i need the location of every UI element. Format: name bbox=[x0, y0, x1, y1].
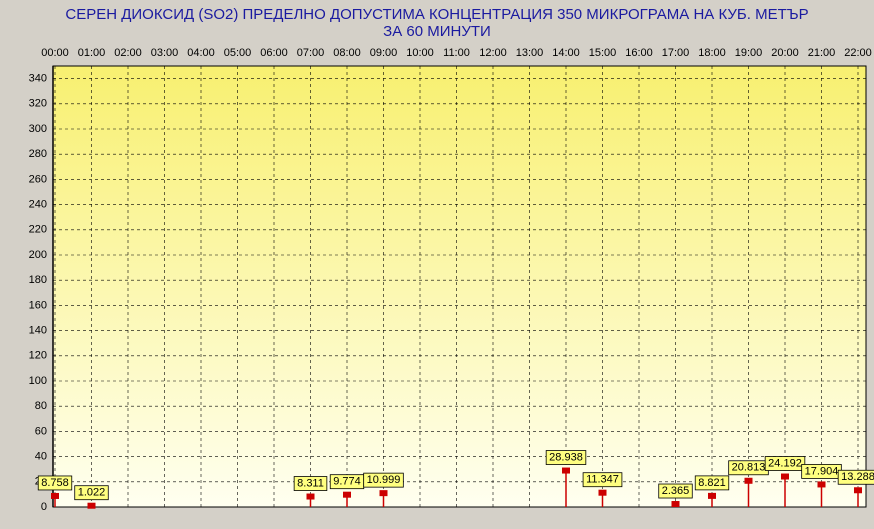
value-label-box bbox=[764, 456, 806, 471]
value-label: 24.192 bbox=[768, 457, 802, 469]
value-label: 8.311 bbox=[297, 477, 324, 489]
x-tick-label: 19:00 bbox=[735, 47, 763, 59]
chart-title: СЕРЕН ДИОКСИД (SO2) ПРЕДЕЛНО ДОПУСТИМА К… bbox=[65, 6, 808, 23]
x-tick-label: 22:00 bbox=[844, 47, 872, 59]
marker bbox=[708, 492, 716, 499]
value-label: 20.813 bbox=[732, 462, 766, 474]
y-tick-label: 300 bbox=[29, 123, 47, 135]
x-tick-label: 21:00 bbox=[808, 47, 836, 59]
value-label: 28.938 bbox=[549, 451, 583, 463]
x-tick-label: 13:00 bbox=[516, 47, 544, 59]
y-tick-label: 100 bbox=[29, 375, 47, 387]
y-tick-label: 240 bbox=[29, 199, 47, 211]
y-tick-label: 320 bbox=[29, 98, 47, 110]
y-tick-label: 180 bbox=[29, 274, 47, 286]
y-tick-label: 260 bbox=[29, 173, 47, 185]
value-label-box bbox=[694, 475, 730, 491]
value-label-box bbox=[363, 472, 404, 488]
y-tick-label: 40 bbox=[35, 451, 47, 463]
value-label: 9.774 bbox=[333, 476, 361, 488]
x-tick-label: 00:00 bbox=[41, 47, 69, 59]
value-label-box bbox=[74, 485, 109, 501]
y-tick-label: 160 bbox=[29, 299, 47, 311]
value-label: 10.999 bbox=[367, 474, 401, 486]
y-tick-label: 60 bbox=[35, 425, 47, 437]
marker bbox=[379, 490, 388, 497]
value-label-box bbox=[837, 469, 874, 485]
marker bbox=[87, 502, 96, 509]
value-label: 17.904 bbox=[805, 465, 839, 477]
x-tick-label: 08:00 bbox=[333, 47, 361, 59]
marker bbox=[817, 481, 826, 488]
value-label-box bbox=[545, 450, 587, 465]
value-label-box bbox=[293, 476, 328, 491]
y-tick-label: 80 bbox=[35, 400, 47, 412]
value-label: 11.347 bbox=[586, 474, 619, 486]
chart-subtitle: ЗА 60 МИНУТИ bbox=[383, 23, 491, 40]
marker bbox=[51, 492, 59, 499]
x-tick-label: 06:00 bbox=[260, 47, 288, 59]
value-label: 8.821 bbox=[698, 477, 726, 489]
x-tick-label: 05:00 bbox=[224, 47, 252, 59]
x-tick-label: 02:00 bbox=[114, 47, 142, 59]
marker bbox=[671, 501, 680, 508]
x-tick-label: 15:00 bbox=[589, 47, 617, 59]
marker bbox=[562, 467, 570, 474]
x-tick-label: 16:00 bbox=[625, 47, 653, 59]
y-tick-label: 280 bbox=[29, 148, 47, 160]
x-tick-label: 12:00 bbox=[479, 47, 507, 59]
x-tick-label: 10:00 bbox=[406, 47, 434, 59]
x-tick-label: 20:00 bbox=[771, 47, 799, 59]
x-tick-label: 14:00 bbox=[552, 47, 580, 59]
value-label-box bbox=[658, 483, 693, 499]
x-tick-label: 07:00 bbox=[297, 47, 325, 59]
value-label-box bbox=[37, 475, 73, 491]
marker bbox=[306, 493, 315, 500]
value-label: 8.758 bbox=[41, 477, 69, 489]
y-tick-label: 200 bbox=[29, 249, 47, 261]
x-tick-label: 01:00 bbox=[78, 47, 106, 59]
marker bbox=[781, 473, 789, 480]
marker bbox=[343, 491, 351, 498]
y-tick-label: 120 bbox=[29, 350, 47, 362]
x-tick-label: 09:00 bbox=[370, 47, 398, 59]
marker bbox=[744, 477, 753, 484]
value-label-box bbox=[582, 472, 623, 488]
y-tick-label: 0 bbox=[41, 501, 47, 513]
marker bbox=[854, 487, 862, 494]
value-label: 13.288 bbox=[841, 471, 874, 483]
plot-area bbox=[52, 65, 867, 508]
value-label: 2.365 bbox=[662, 485, 690, 497]
x-tick-label: 11:00 bbox=[443, 47, 470, 59]
marker bbox=[598, 489, 607, 496]
y-tick-label: 220 bbox=[29, 224, 47, 236]
value-label: 1.022 bbox=[78, 487, 106, 499]
y-tick-label: 140 bbox=[29, 325, 47, 337]
x-tick-label: 03:00 bbox=[151, 47, 179, 59]
x-tick-label: 04:00 bbox=[187, 47, 215, 59]
x-tick-label: 17:00 bbox=[662, 47, 690, 59]
y-tick-label: 340 bbox=[29, 73, 47, 85]
x-tick-label: 18:00 bbox=[698, 47, 726, 59]
